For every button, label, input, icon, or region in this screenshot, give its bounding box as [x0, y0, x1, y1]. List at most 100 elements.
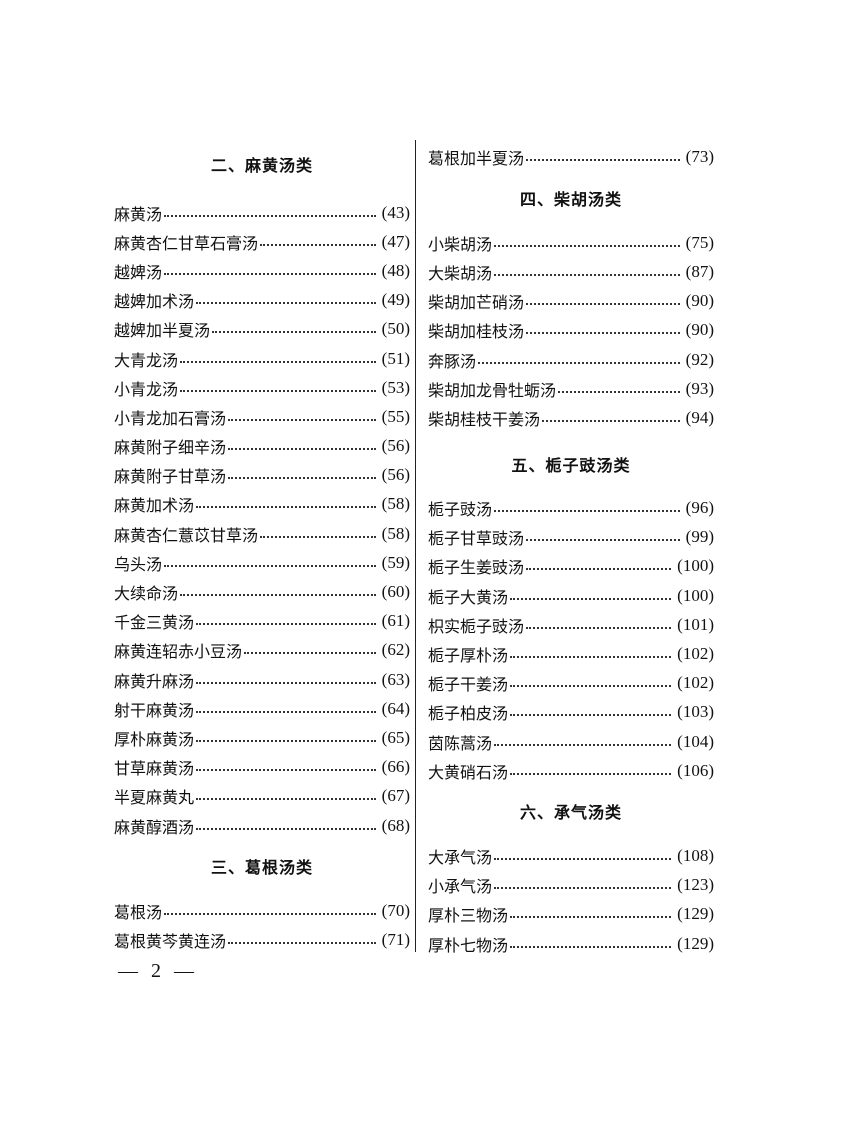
- dot-leader: [510, 646, 672, 662]
- dot-leader: [510, 675, 672, 691]
- entry-title: 小青龙汤: [114, 379, 179, 399]
- entry-title: 栀子豉汤: [428, 500, 493, 520]
- toc-list: 葛根汤 (70) 葛根黄芩黄连汤 (71): [114, 896, 410, 954]
- toc-entry: 厚朴三物汤 (129): [428, 900, 714, 929]
- entry-page-number: (129): [677, 904, 714, 924]
- dot-leader: [510, 763, 672, 779]
- dot-leader: [526, 293, 680, 309]
- entry-title: 半夏麻黄丸: [114, 788, 195, 808]
- entry-title: 柴胡加龙骨牡蛎汤: [428, 380, 557, 400]
- column-divider: [415, 140, 416, 952]
- entry-page-number: (100): [677, 556, 714, 576]
- entry-page-number: (92): [685, 349, 714, 369]
- entry-title: 大青龙汤: [114, 350, 179, 370]
- toc-entry: 乌头汤 (59): [114, 548, 410, 577]
- toc-entry: 越婢加术汤 (49): [114, 286, 410, 315]
- entry-title: 葛根黄芩黄连汤: [114, 931, 227, 951]
- entry-page-number: (103): [677, 702, 714, 722]
- dot-leader: [494, 264, 680, 280]
- entry-page-number: (68): [381, 815, 410, 835]
- entry-page-number: (108): [677, 845, 714, 865]
- entry-page-number: (101): [677, 614, 714, 634]
- dot-leader: [212, 321, 376, 337]
- dot-leader: [180, 380, 376, 396]
- section-heading: 四、柴胡汤类: [519, 190, 622, 210]
- entry-title: 千金三黄汤: [114, 613, 195, 633]
- toc-entry: 柴胡加桂枝汤 (90): [428, 316, 714, 345]
- toc-entry: 栀子厚朴汤 (102): [428, 639, 714, 668]
- entry-page-number: (93): [685, 378, 714, 398]
- entry-page-number: (49): [381, 290, 410, 310]
- toc-list: 大承气汤 (108) 小承气汤 (123) 厚朴三物汤 (129) 厚朴七物汤 (129): [428, 841, 714, 958]
- entry-page-number: (100): [677, 585, 714, 605]
- entry-page-number: (99): [685, 527, 714, 547]
- toc-entry: 小柴胡汤 (75): [428, 228, 714, 257]
- entry-page-number: (87): [685, 261, 714, 281]
- entry-title: 奔豚汤: [428, 351, 477, 371]
- entry-title: 甘草麻黄汤: [114, 759, 195, 779]
- toc-entry: 栀子大黄汤 (100): [428, 581, 714, 610]
- right-column: 葛根加半夏汤 (73) 四、柴胡汤类 小柴胡汤 (75) 大柴胡汤 (87) 柴胡加芒硝汤…: [428, 142, 714, 958]
- entry-title: 葛根加半夏汤: [428, 148, 525, 168]
- entry-title: 小承气汤: [428, 877, 493, 897]
- entry-title: 大续命汤: [114, 584, 179, 604]
- dot-leader: [164, 903, 376, 919]
- dot-leader: [494, 235, 680, 251]
- toc-entry: 大青龙汤 (51): [114, 344, 410, 373]
- entry-page-number: (56): [381, 465, 410, 485]
- toc-entry: 栀子豉汤 (96): [428, 494, 714, 523]
- entry-title: 厚朴七物汤: [428, 935, 509, 955]
- entry-page-number: (48): [381, 260, 410, 280]
- entry-page-number: (53): [381, 377, 410, 397]
- entry-title: 柴胡桂枝干姜汤: [428, 409, 541, 429]
- entry-page-number: (71): [381, 929, 410, 949]
- entry-page-number: (50): [381, 319, 410, 339]
- toc-entry: 小青龙汤 (53): [114, 373, 410, 402]
- entry-page-number: (55): [381, 406, 410, 426]
- toc-entry: 麻黄汤 (43): [114, 198, 410, 227]
- entry-title: 麻黄附子甘草汤: [114, 467, 227, 487]
- toc-entry: 柴胡加芒硝汤 (90): [428, 287, 714, 316]
- toc-entry: 大柴胡汤 (87): [428, 257, 714, 286]
- entry-title: 栀子柏皮汤: [428, 704, 509, 724]
- dot-leader: [164, 263, 376, 279]
- toc-entry: 厚朴麻黄汤 (65): [114, 723, 410, 752]
- toc-list: 麻黄汤 (43) 麻黄杏仁甘草石膏汤 (47) 越婢汤 (48) 越婢加术汤 (49) 越婢加半…: [114, 198, 410, 840]
- toc-entry: 麻黄加术汤 (58): [114, 490, 410, 519]
- toc-entry: 大续命汤 (60): [114, 577, 410, 606]
- toc-entry: 栀子生姜豉汤 (100): [428, 552, 714, 581]
- dot-leader: [196, 730, 376, 746]
- toc-entry: 葛根加半夏汤 (73): [428, 142, 714, 171]
- dot-leader: [228, 932, 376, 948]
- toc-entry: 千金三黄汤 (61): [114, 607, 410, 636]
- entry-page-number: (104): [677, 731, 714, 751]
- entry-title: 麻黄连轺赤小豆汤: [114, 642, 243, 662]
- toc-entry: 葛根黄芩黄连汤 (71): [114, 925, 410, 954]
- dot-leader: [542, 410, 680, 426]
- entry-title: 麻黄加术汤: [114, 496, 195, 516]
- entry-page-number: (63): [381, 669, 410, 689]
- page-number: — 2 —: [118, 960, 198, 982]
- entry-title: 射干麻黄汤: [114, 700, 195, 720]
- entry-title: 大柴胡汤: [428, 263, 493, 283]
- toc-entry: 麻黄附子细辛汤 (56): [114, 432, 410, 461]
- entry-title: 越婢汤: [114, 262, 163, 282]
- toc-entry: 麻黄醇酒汤 (68): [114, 811, 410, 840]
- entry-page-number: (102): [677, 673, 714, 693]
- entry-title: 越婢加术汤: [114, 292, 195, 312]
- entry-page-number: (102): [677, 644, 714, 664]
- dot-leader: [196, 292, 376, 308]
- entry-page-number: (43): [381, 202, 410, 222]
- dot-leader: [164, 205, 376, 221]
- entry-page-number: (94): [685, 407, 714, 427]
- dot-leader: [494, 877, 672, 893]
- entry-page-number: (64): [381, 698, 410, 718]
- entry-title: 小柴胡汤: [428, 234, 493, 254]
- toc-entry: 麻黄升麻汤 (63): [114, 665, 410, 694]
- dot-leader: [180, 584, 376, 600]
- dot-leader: [526, 529, 680, 545]
- toc-entry: 小青龙加石膏汤 (55): [114, 402, 410, 431]
- entry-page-number: (60): [381, 582, 410, 602]
- toc-entry: 栀子甘草豉汤 (99): [428, 523, 714, 552]
- entry-page-number: (70): [381, 900, 410, 920]
